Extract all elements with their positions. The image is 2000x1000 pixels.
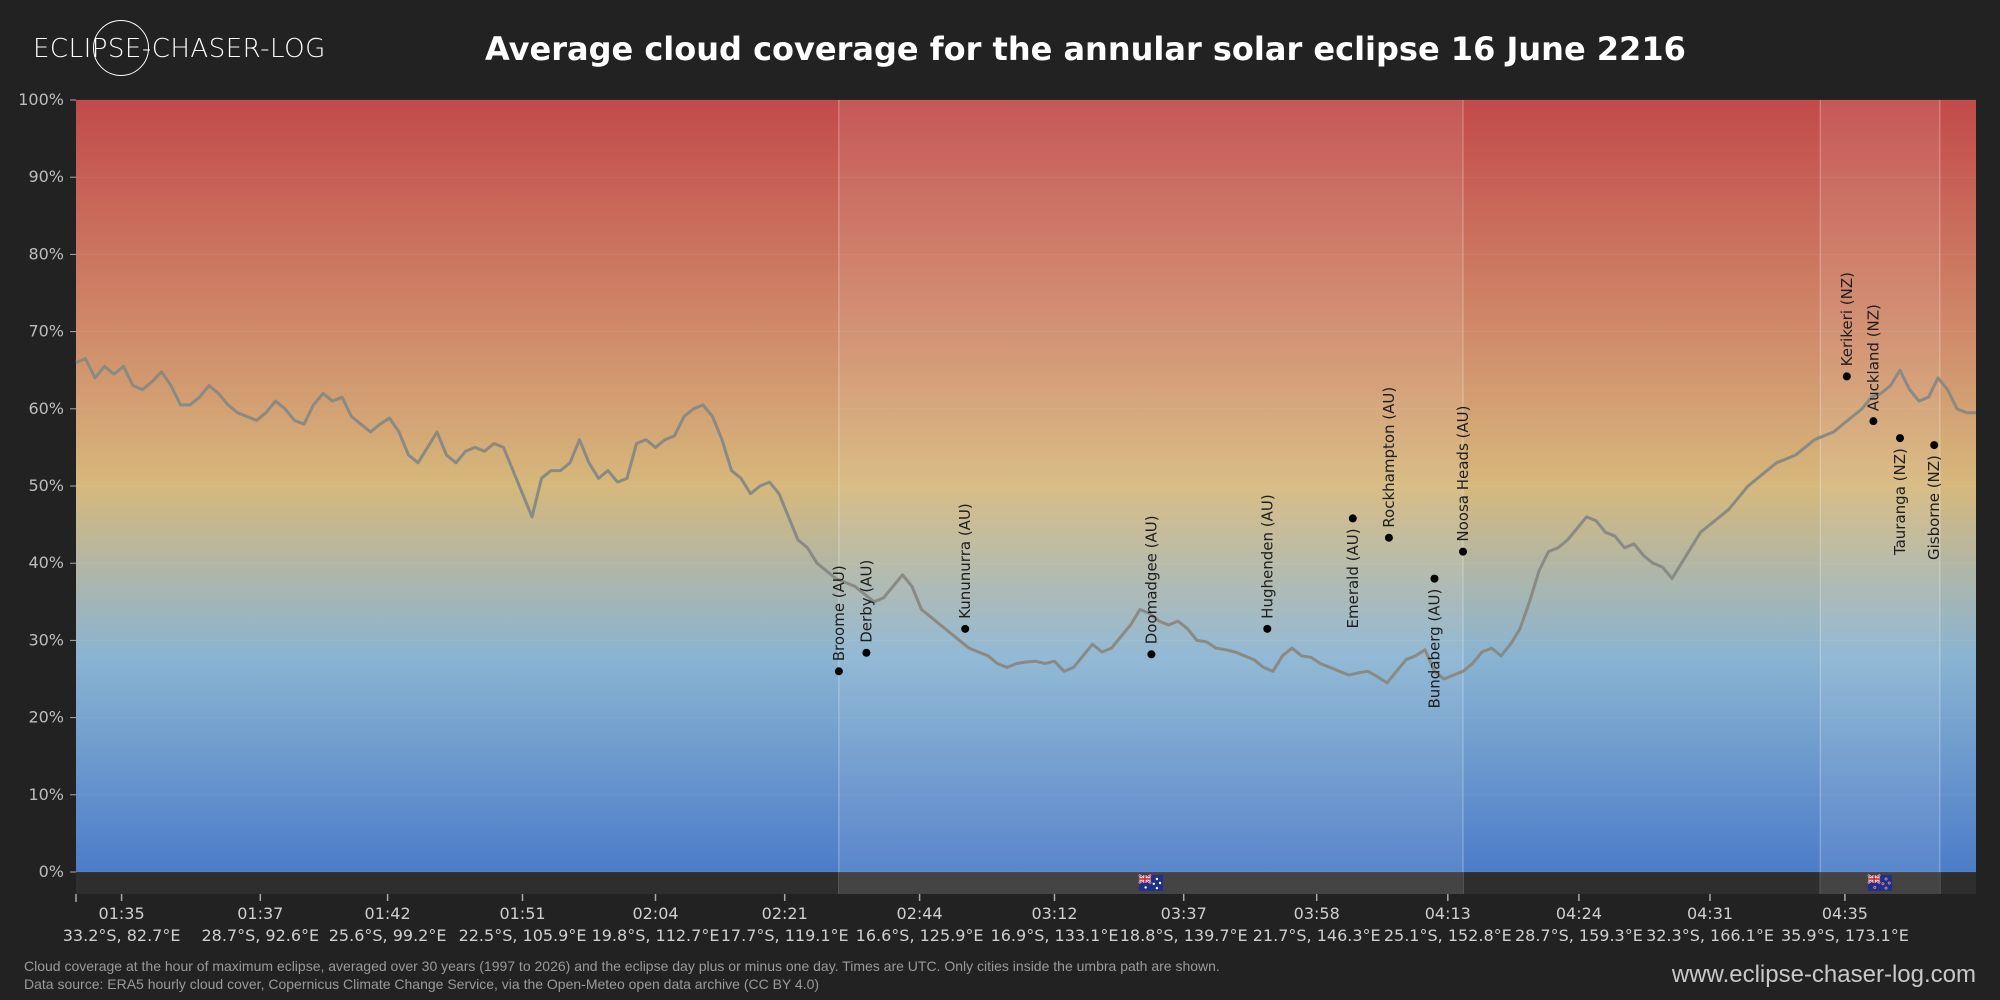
x-tick-label-coord: 21.7°S, 146.3°E [1253, 926, 1381, 945]
city-marker [1459, 547, 1467, 556]
x-tick-label-time: 03:58 [1294, 904, 1340, 923]
y-tick-label: 70% [28, 322, 64, 341]
y-tick-label: 30% [28, 630, 64, 649]
land-highlight-nz [1820, 100, 1940, 872]
logo-text: ECLIPSE-CHASER-LOG [33, 34, 326, 64]
x-tick-label-coord: 35.9°S, 173.1°E [1781, 926, 1909, 945]
city-label: Noosa Heads (AU) [1454, 406, 1472, 542]
city-marker [1869, 417, 1878, 426]
city-marker [1147, 650, 1156, 659]
y-tick-label: 90% [28, 167, 64, 186]
x-tick-label-coord: 18.8°S, 139.7°E [1120, 926, 1248, 945]
x-tick-label-time: 04:24 [1556, 904, 1602, 923]
city-label: Kununurra (AU) [956, 503, 974, 619]
x-tick-label-time: 01:35 [99, 904, 145, 923]
city-label: Bundaberg (AU) [1426, 589, 1444, 709]
city-label: Derby (AU) [857, 560, 875, 643]
website-link[interactable]: www.eclipse-chaser-log.com [1671, 961, 1976, 988]
footnote-line-2: Data source: ERA5 hourly cloud cover, Co… [24, 976, 820, 992]
x-tick-label-time: 02:21 [762, 904, 808, 923]
y-tick-label: 100% [18, 90, 64, 109]
footnote-line-1: Cloud coverage at the hour of maximum ec… [24, 958, 1220, 974]
city-marker [1263, 624, 1272, 633]
y-tick-label: 0% [39, 862, 64, 881]
city-label: Hughenden (AU) [1258, 494, 1276, 619]
city-marker [1384, 533, 1393, 542]
x-tick-label-time: 04:13 [1425, 904, 1471, 923]
australia-flag-icon [1138, 874, 1163, 891]
x-tick-label-coord: 22.5°S, 105.9°E [459, 926, 587, 945]
y-tick-label: 60% [28, 399, 64, 418]
city-marker [1896, 434, 1904, 443]
x-tick-label-time: 04:31 [1687, 904, 1733, 923]
x-tick-label-time: 04:35 [1822, 904, 1868, 923]
x-tick-label-coord: 16.6°S, 125.9°E [856, 926, 984, 945]
logo-circle-icon [93, 20, 149, 76]
logo: ECLIPSE-CHASER-LOG [33, 20, 333, 80]
x-tick-label-time: 02:44 [897, 904, 943, 923]
new-zealand-flag-icon [1867, 874, 1893, 891]
x-tick-label-coord: 16.9°S, 133.1°E [991, 926, 1119, 945]
city-marker [834, 667, 843, 676]
x-tick-label-time: 01:51 [499, 904, 545, 923]
city-label: Rockhampton (AU) [1380, 387, 1398, 528]
city-label: Emerald (AU) [1344, 528, 1362, 628]
x-tick-label-time: 01:37 [237, 904, 283, 923]
y-tick-label: 20% [28, 708, 64, 727]
x-tick-label-time: 02:04 [632, 904, 678, 923]
city-marker [1348, 514, 1357, 523]
city-marker [1430, 574, 1439, 583]
x-tick-label-coord: 25.1°S, 152.8°E [1384, 926, 1512, 945]
x-tick-label-coord: 28.7°S, 92.6°E [201, 926, 319, 945]
cloud-coverage-line [75, 357, 1976, 685]
city-label: Doomadgee (AU) [1142, 515, 1160, 644]
plot-background [76, 100, 1976, 872]
x-tick-label-time: 03:12 [1031, 904, 1077, 923]
city-label: Tauranga (NZ) [1891, 448, 1909, 556]
x-tick-label-coord: 17.7°S, 119.1°E [721, 926, 849, 945]
city-label: Gisborne (NZ) [1925, 455, 1943, 560]
city-label: Auckland (NZ) [1864, 304, 1882, 411]
y-tick-label: 40% [28, 553, 64, 572]
chart-title: Average cloud coverage for the annular s… [485, 30, 1686, 68]
city-label: Kerikeri (NZ) [1838, 272, 1856, 366]
x-tick-label-time: 03:37 [1161, 904, 1207, 923]
x-tick-label-time: 01:42 [365, 904, 411, 923]
y-tick-label: 80% [28, 244, 64, 263]
y-tick-label: 50% [28, 476, 64, 495]
land-highlight-au [838, 100, 1463, 872]
city-label: Broome (AU) [830, 565, 848, 661]
city-marker [862, 648, 871, 657]
footnote: Cloud coverage at the hour of maximum ec… [24, 957, 1220, 993]
x-tick-label-coord: 33.2°S, 82.7°E [63, 926, 181, 945]
x-tick-label-coord: 19.8°S, 112.7°E [592, 926, 720, 945]
city-marker [1930, 441, 1939, 450]
x-tick-label-coord: 28.7°S, 159.3°E [1515, 926, 1643, 945]
city-marker [961, 624, 970, 633]
x-tick-label-coord: 25.6°S, 99.2°E [329, 926, 447, 945]
y-tick-label: 10% [28, 785, 64, 804]
city-marker [1842, 372, 1851, 381]
x-tick-label-coord: 32.3°S, 166.1°E [1646, 926, 1774, 945]
